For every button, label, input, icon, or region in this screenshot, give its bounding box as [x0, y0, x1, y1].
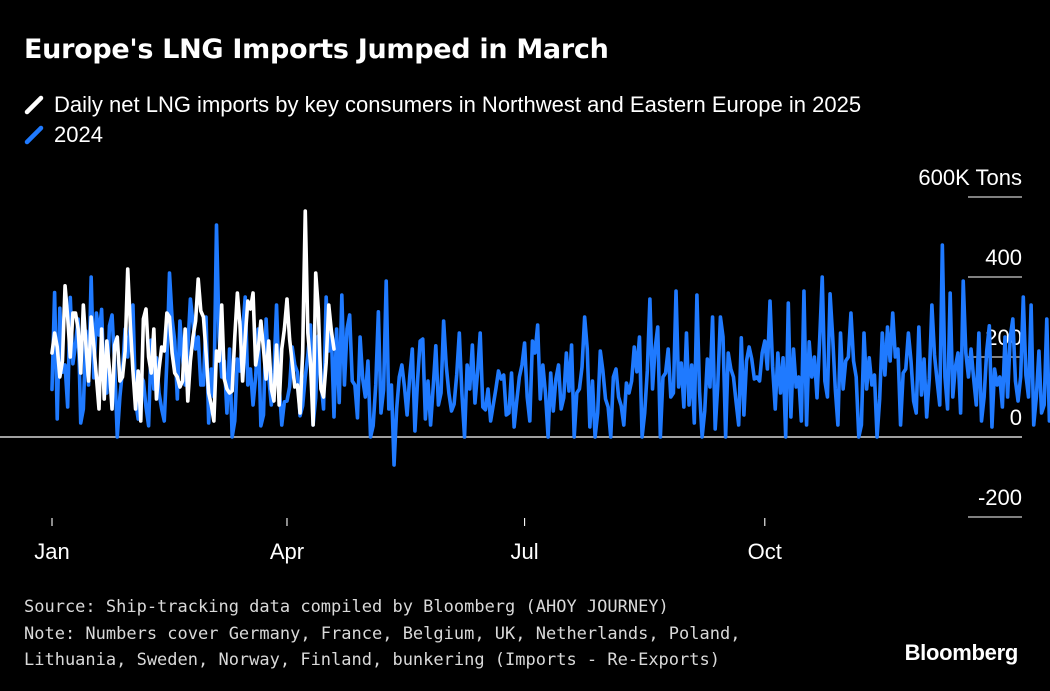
legend-label-2024: 2024 — [54, 122, 103, 147]
legend-item-2024: 2024 — [24, 120, 861, 150]
chart-title: Europe's LNG Imports Jumped in March — [24, 34, 609, 65]
footer-notes: Source: Ship-tracking data compiled by B… — [24, 594, 740, 674]
source-note: Source: Ship-tracking data compiled by B… — [24, 597, 669, 617]
legend-label-2025: Daily net LNG imports by key consumers i… — [54, 92, 862, 117]
x-tick-label: Jan — [34, 539, 69, 564]
y-tick-label: 0 — [1010, 405, 1022, 430]
series-line-2025 — [50, 209, 336, 427]
series-lines — [50, 209, 1050, 467]
legend: Daily net LNG imports by key consumers i… — [24, 90, 861, 150]
legend-swatch-2024-icon — [24, 125, 44, 145]
x-axis: Jan Apr Jul Oct — [34, 518, 782, 564]
series-line-2024 — [50, 223, 1050, 467]
legend-swatch-2025-icon — [24, 95, 44, 115]
coverage-note-line-2: Lithuania, Sweden, Norway, Finland, bunk… — [24, 650, 720, 670]
legend-item-2025: Daily net LNG imports by key consumers i… — [24, 90, 861, 120]
x-tick-label: Jul — [511, 539, 539, 564]
bloomberg-logo: Bloomberg — [904, 640, 1019, 665]
y-tick-label: 600K Tons — [918, 165, 1022, 190]
coverage-note-line-1: Note: Numbers cover Germany, France, Bel… — [24, 623, 741, 644]
y-tick-label: 400 — [985, 245, 1022, 270]
y-tick-label: -200 — [978, 485, 1022, 510]
x-tick-label: Oct — [748, 539, 782, 564]
x-tick-label: Apr — [270, 539, 304, 564]
